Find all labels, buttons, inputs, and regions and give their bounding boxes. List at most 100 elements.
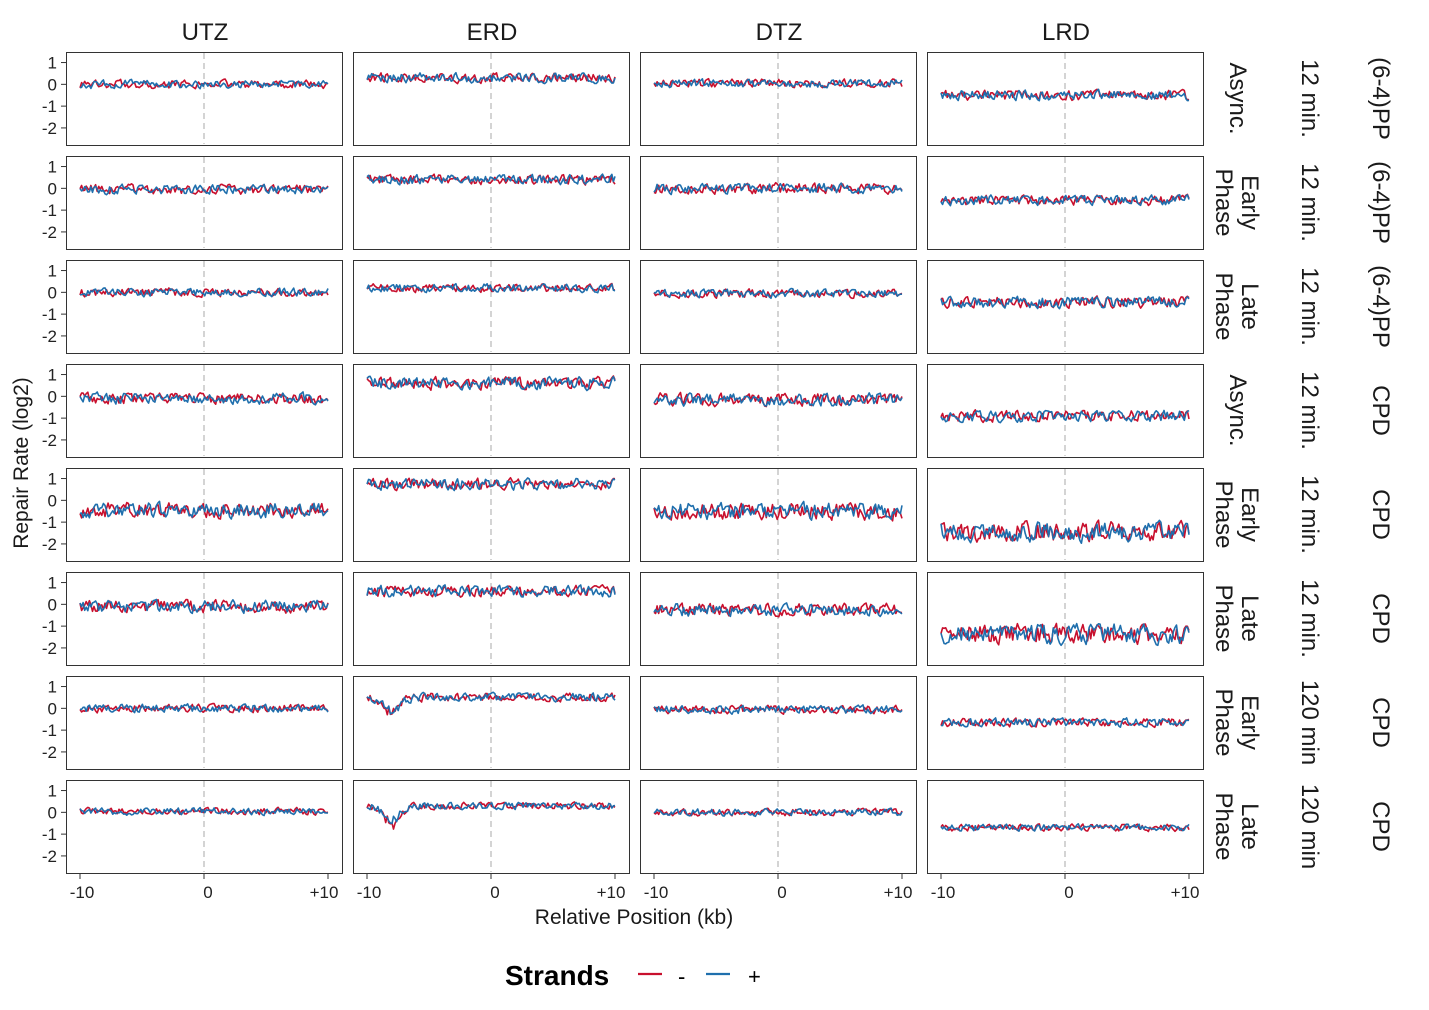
panel-utz-row-7 [66, 780, 343, 874]
panel-border [353, 260, 630, 354]
panel-erd-row-0 [353, 52, 630, 146]
x-tick-label: +10 [310, 883, 339, 902]
series-line-plus [79, 183, 329, 196]
row-strip-damage-5: CPD [1367, 593, 1394, 644]
series-line-plus [653, 704, 903, 716]
x-axes: -10 0 +10 -10 0 +10 -10 0 +10 -10 0 +10 [70, 874, 1199, 902]
row-strip-damage-0: (6-4)PP [1367, 57, 1394, 140]
panel-border [927, 572, 1204, 666]
series-line-plus [653, 287, 902, 300]
row-strip-time-6: 120 min [1296, 680, 1323, 765]
row-strip-time-7: 120 min [1296, 784, 1323, 869]
y-tick-label: -2 [42, 743, 57, 762]
panel-border [640, 572, 917, 666]
legend-label-minus: - [678, 964, 685, 989]
legend-title: Strands [505, 960, 609, 991]
x-tick-label: +10 [597, 883, 626, 902]
panel-border [66, 572, 343, 666]
panel-border [927, 468, 1204, 562]
series-line-plus [940, 622, 1190, 647]
series-line-minus [79, 702, 329, 714]
panel-border [353, 572, 630, 666]
row-strip-phase-7: LatePhase [1210, 792, 1263, 860]
series-line-plus [940, 822, 1190, 833]
x-tick-label: 0 [203, 883, 212, 902]
y-tick-label: 1 [48, 262, 57, 281]
panel-border [640, 676, 917, 770]
panel-lrd-row-1 [927, 156, 1204, 250]
panel-border [640, 260, 917, 354]
series-line-plus [653, 602, 903, 618]
row-strip-time-5: 12 min. [1296, 579, 1323, 658]
panel-dtz-row-7 [640, 780, 917, 874]
x-axis-title: Relative Position (kb) [535, 906, 733, 929]
y-tick-label: -1 [42, 825, 57, 844]
panel-lrd-row-5 [927, 572, 1204, 666]
y-tick-label: -1 [42, 617, 57, 636]
row-strip-phase-4: EarlyPhase [1210, 480, 1263, 548]
series-line-plus [366, 282, 616, 294]
series-line-minus [653, 704, 903, 716]
column-strip-labels: UTZ ERD DTZ LRD [182, 19, 1090, 46]
row-strip-phase-1: EarlyPhase [1210, 168, 1263, 236]
panel-erd-row-4 [353, 468, 630, 562]
y-tick-label: 1 [48, 158, 57, 177]
panel-dtz-row-5 [640, 572, 917, 666]
panel-border [927, 52, 1204, 146]
row-strip-phase-2: LatePhase [1210, 272, 1263, 340]
row-strip-labels: Async. 12 min. (6-4)PP EarlyPhase 12 min. (6-… [1210, 57, 1394, 869]
series-line-minus [940, 717, 1190, 729]
panel-border [640, 156, 917, 250]
series-line-plus [940, 409, 1190, 424]
series-line-plus [79, 391, 329, 406]
row-strip-time-3: 12 min. [1296, 371, 1323, 450]
y-tick-label: 0 [48, 491, 57, 510]
row-strip-phase-3: Async. [1224, 374, 1251, 446]
y-tick-label: -2 [42, 431, 57, 450]
row-strip-damage-1: (6-4)PP [1367, 161, 1394, 244]
panel-dtz-row-6 [640, 676, 917, 770]
row-strip-time-4: 12 min. [1296, 475, 1323, 554]
series-line-plus [79, 78, 329, 90]
column-strip-dtz: DTZ [756, 19, 803, 46]
series-line-minus [653, 181, 903, 195]
column-strip-utz: UTZ [182, 19, 229, 46]
series-line-plus [366, 584, 616, 598]
y-tick-label: 1 [48, 470, 57, 489]
series-line-plus [653, 78, 903, 89]
y-tick-label: 1 [48, 678, 57, 697]
panel-utz-row-0 [66, 52, 343, 146]
y-tick-label: 1 [48, 574, 57, 593]
row-strip-time-1: 12 min. [1296, 163, 1323, 242]
series-line-plus [653, 807, 903, 818]
x-tick-label: -10 [931, 883, 956, 902]
panel-border [927, 156, 1204, 250]
panel-lrd-row-6 [927, 676, 1204, 770]
series-line-plus [80, 702, 329, 714]
series-line-plus [366, 71, 616, 85]
y-tick-label: 0 [48, 387, 57, 406]
legend-label-plus: + [748, 964, 761, 989]
series-line-plus [79, 500, 329, 520]
panel-border [353, 364, 630, 458]
series-line-plus [366, 801, 616, 825]
panel-border [927, 364, 1204, 458]
y-tick-label: -1 [42, 97, 57, 116]
x-tick-label: -10 [70, 883, 95, 902]
x-tick-label: -10 [644, 883, 669, 902]
panel-border [927, 260, 1204, 354]
y-tick-label: -2 [42, 327, 57, 346]
y-tick-label: 1 [48, 366, 57, 385]
series-line-minus [653, 502, 903, 522]
y-tick-label: 0 [48, 179, 57, 198]
y-tick-label: -2 [42, 847, 57, 866]
y-tick-label: 0 [48, 283, 57, 302]
panel-border [66, 260, 343, 354]
y-tick-label: -2 [42, 119, 57, 138]
y-tick-label: -2 [42, 639, 57, 658]
series-line-minus [940, 193, 1190, 207]
y-tick-label: 0 [48, 803, 57, 822]
panel-border [353, 676, 630, 770]
panel-dtz-row-2 [640, 260, 917, 354]
y-tick-label: 1 [48, 782, 57, 801]
